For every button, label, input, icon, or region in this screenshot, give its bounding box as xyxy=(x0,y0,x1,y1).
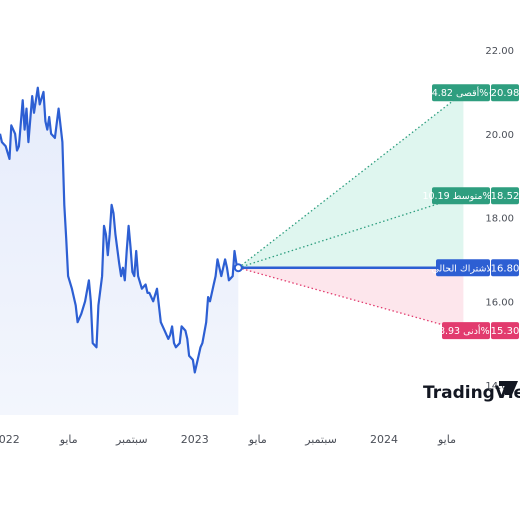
average-price-box xyxy=(491,187,519,205)
average-forecast-line xyxy=(238,195,464,269)
price-history xyxy=(0,86,240,415)
high-price-box xyxy=(491,84,519,102)
y-tick-label: 16.00 xyxy=(485,297,514,308)
x-axis: 2022 مايو سبتمبر 2023 مايو سبتمبر 2024 مايو xyxy=(0,433,456,446)
high-price-text: 20.98 xyxy=(491,88,520,99)
average-label-text: متوسط 10.19%+ xyxy=(422,191,499,202)
price-line xyxy=(0,86,240,374)
current-price-text: 16.80 xyxy=(491,263,520,274)
x-tick-label: سبتمبر xyxy=(115,433,148,446)
low-label-text: أدنى 8.93%- xyxy=(439,324,493,337)
current-price-box xyxy=(491,259,519,277)
x-tick-label: سبتمبر xyxy=(304,433,337,446)
x-tick-label: مايو xyxy=(248,433,267,446)
forecast-ranges xyxy=(233,92,464,332)
y-tick-label: 22.00 xyxy=(485,46,514,57)
upside-range-fill xyxy=(238,92,464,268)
y-tick-label: 14.00 xyxy=(485,381,514,392)
average-forecast-tag: متوسط 10.19%+18.52 xyxy=(422,187,520,205)
low-price-box xyxy=(491,322,519,340)
average-price-text: 18.52 xyxy=(491,191,520,202)
tradingview-mark-icon xyxy=(499,381,518,395)
tradingview-logo: TradingView xyxy=(423,381,520,403)
current-label-box xyxy=(436,259,490,277)
average-label-box xyxy=(432,187,490,205)
tradingview-wordmark: TradingView xyxy=(423,383,520,403)
high-label-text: أقصى 24.82%+ xyxy=(426,86,497,99)
x-tick-label: 2022 xyxy=(0,433,20,446)
x-tick-label: 2023 xyxy=(181,433,209,446)
low-price-text: 15.30 xyxy=(491,326,520,337)
x-tick-label: مايو xyxy=(59,433,78,446)
x-tick-label: مايو xyxy=(437,433,456,446)
price-area-fill xyxy=(0,87,239,415)
last-price-marker xyxy=(233,263,243,273)
low-label-box xyxy=(442,322,490,340)
current-label-text: الاشتراك الحالي xyxy=(432,263,495,274)
y-tick-label: 20.00 xyxy=(485,130,514,141)
high-forecast-tag: أقصى 24.82%+20.98 xyxy=(426,84,520,102)
y-tick-label: 18.00 xyxy=(485,214,514,225)
low-forecast-line xyxy=(238,267,464,332)
high-label-box xyxy=(432,84,490,102)
x-tick-label: 2024 xyxy=(370,433,398,446)
low-forecast-tag: أدنى 8.93%-15.30 xyxy=(439,322,520,340)
forecast-tags: أقصى 24.82%+20.98 متوسط 10.19%+18.52 الاشت… xyxy=(422,84,520,340)
y-axis: 22.00 20.00 18.00 16.00 14.00 xyxy=(485,46,514,392)
